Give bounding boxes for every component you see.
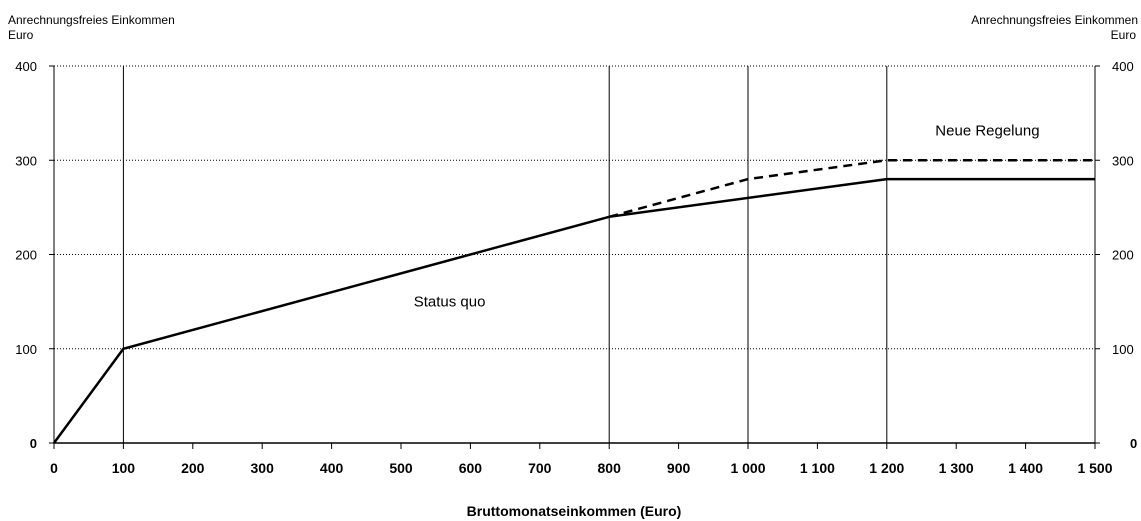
right-axis-unit: Euro (1111, 28, 1137, 42)
x-tick-label: 500 (389, 460, 413, 476)
left-axis-title: Anrechnungsfreies Einkommen (8, 13, 175, 27)
x-tick-label: 100 (112, 460, 136, 476)
y-tick-label-right: 0 (1130, 436, 1137, 451)
x-tick-label: 1 300 (939, 460, 974, 476)
x-tick-label: 0 (50, 460, 58, 476)
x-tick-label: 1 500 (1077, 460, 1112, 476)
annotation-label: Neue Regelung (935, 123, 1039, 140)
left-axis-unit: Euro (8, 28, 34, 42)
x-tick-label: 600 (459, 460, 483, 476)
x-tick-label: 400 (320, 460, 344, 476)
x-tick-label: 900 (667, 460, 691, 476)
series-line-neue-regelung (608, 159, 1095, 219)
y-tick-label-right: 300 (1112, 153, 1134, 168)
y-tick-label-right: 200 (1112, 248, 1134, 263)
y-tick-label-left: 300 (15, 153, 37, 168)
y-tick-label-left: 400 (15, 59, 37, 74)
x-tick-label: 1 000 (730, 460, 765, 476)
annotation-label: Status quo (414, 293, 486, 310)
x-tick-label: 300 (251, 460, 275, 476)
y-tick-label-left: 100 (15, 342, 37, 357)
x-axis-title: Bruttomonatseinkommen (Euro) (467, 503, 682, 519)
x-tick-label: 1 100 (800, 460, 835, 476)
y-tick-label-right: 100 (1112, 342, 1134, 357)
right-axis-title: Anrechnungsfreies Einkommen (971, 13, 1138, 27)
y-tick-label-right: 400 (1112, 59, 1134, 74)
x-tick-label: 1 400 (1008, 460, 1043, 476)
y-tick-label-left: 0 (30, 436, 37, 451)
y-tick-label-left: 200 (15, 248, 37, 263)
plot-area: 0 100 200 300 400 500 600 700 800 900 1 000 1 100 1 … (15, 59, 1137, 476)
x-tick-label: 700 (528, 460, 552, 476)
series-line-status-quo (52, 177, 1095, 444)
x-tick-label: 200 (181, 460, 205, 476)
x-tick-label: 1 200 (869, 460, 904, 476)
x-tick-label: 800 (598, 460, 622, 476)
